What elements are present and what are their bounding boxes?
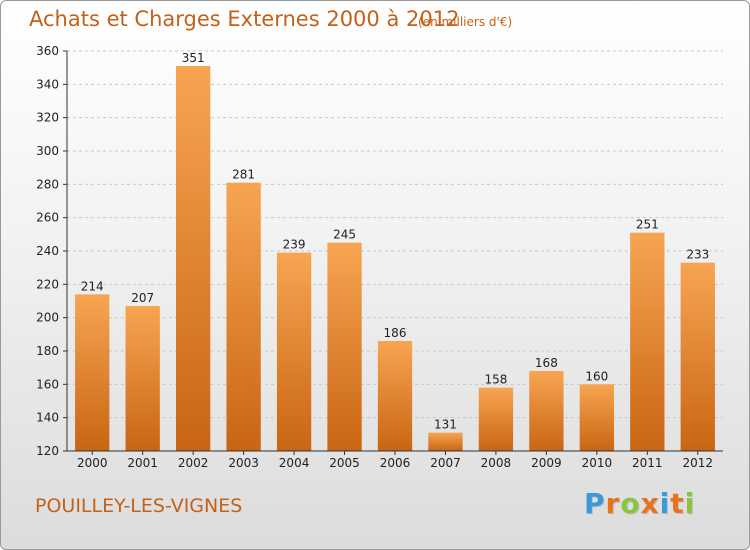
bar-2010: [579, 384, 615, 451]
data-label-2001: 207: [131, 291, 154, 305]
bar-2009: [529, 371, 564, 451]
data-label-2006: 186: [384, 326, 407, 340]
bar-2008: [478, 387, 514, 451]
chart-title: Achats et Charges Externes 2000 à 2012: [29, 7, 460, 31]
x-tick-label-2001: 2001: [127, 456, 158, 470]
x-tick-label-2000: 2000: [77, 456, 108, 470]
logo-letter: i: [684, 487, 696, 520]
y-tick-label: 220: [36, 277, 59, 291]
data-label-2000: 214: [81, 279, 104, 293]
data-label-2004: 239: [283, 238, 306, 252]
y-tick-label: 200: [36, 311, 59, 325]
data-label-2005: 245: [333, 228, 356, 242]
logo-letter: r: [605, 487, 621, 520]
y-tick-label: 260: [36, 211, 59, 225]
y-tick-label: 180: [36, 344, 59, 358]
y-tick-label: 160: [36, 377, 59, 391]
x-tick-label-2007: 2007: [430, 456, 461, 470]
x-tick-label-2003: 2003: [228, 456, 259, 470]
y-tick-label: 240: [36, 244, 59, 258]
y-tick-label: 340: [36, 77, 59, 91]
x-tick-label-2010: 2010: [582, 456, 613, 470]
y-tick-label: 120: [36, 444, 59, 458]
commune-name: POUILLEY-LES-VIGNES: [35, 495, 243, 517]
y-tick-label: 140: [36, 411, 59, 425]
x-tick-label-2006: 2006: [380, 456, 411, 470]
x-tick-label-2009: 2009: [531, 456, 562, 470]
logo-letter: i: [659, 487, 671, 520]
bar-2007: [428, 432, 463, 451]
y-tick-label: 320: [36, 111, 59, 125]
bar-2000: [75, 294, 110, 451]
data-label-2012: 233: [686, 248, 709, 262]
bar-2006: [377, 341, 413, 451]
data-label-2008: 158: [484, 373, 507, 387]
data-label-2002: 351: [182, 51, 205, 65]
data-label-2009: 168: [535, 356, 558, 370]
bar-2003: [226, 182, 261, 451]
chart-subtitle: (en milliers d'€): [418, 15, 513, 29]
bar-2011: [630, 232, 665, 451]
logo-letter: o: [620, 487, 641, 520]
x-tick-label-2012: 2012: [682, 456, 713, 470]
bar-2005: [327, 242, 362, 451]
x-tick-label-2002: 2002: [178, 456, 209, 470]
bar-2012: [680, 262, 715, 451]
bar-2002: [175, 66, 211, 451]
x-tick-label-2008: 2008: [481, 456, 512, 470]
data-label-2007: 131: [434, 418, 457, 432]
logo-letter: t: [670, 487, 685, 520]
proxiti-logo: Proxiti: [584, 487, 695, 520]
x-tick-label-2011: 2011: [632, 456, 663, 470]
bar-2001: [125, 306, 160, 451]
data-label-2011: 251: [636, 218, 659, 232]
y-tick-label: 300: [36, 144, 59, 158]
bar-2004: [276, 252, 312, 451]
logo-letter: x: [640, 487, 660, 520]
x-tick-label-2005: 2005: [329, 456, 360, 470]
data-label-2010: 160: [585, 369, 608, 383]
data-label-2003: 281: [232, 168, 255, 182]
logo-letter: P: [584, 487, 606, 520]
x-tick-label-2004: 2004: [279, 456, 310, 470]
y-tick-label: 280: [36, 177, 59, 191]
y-tick-label: 360: [36, 44, 59, 58]
